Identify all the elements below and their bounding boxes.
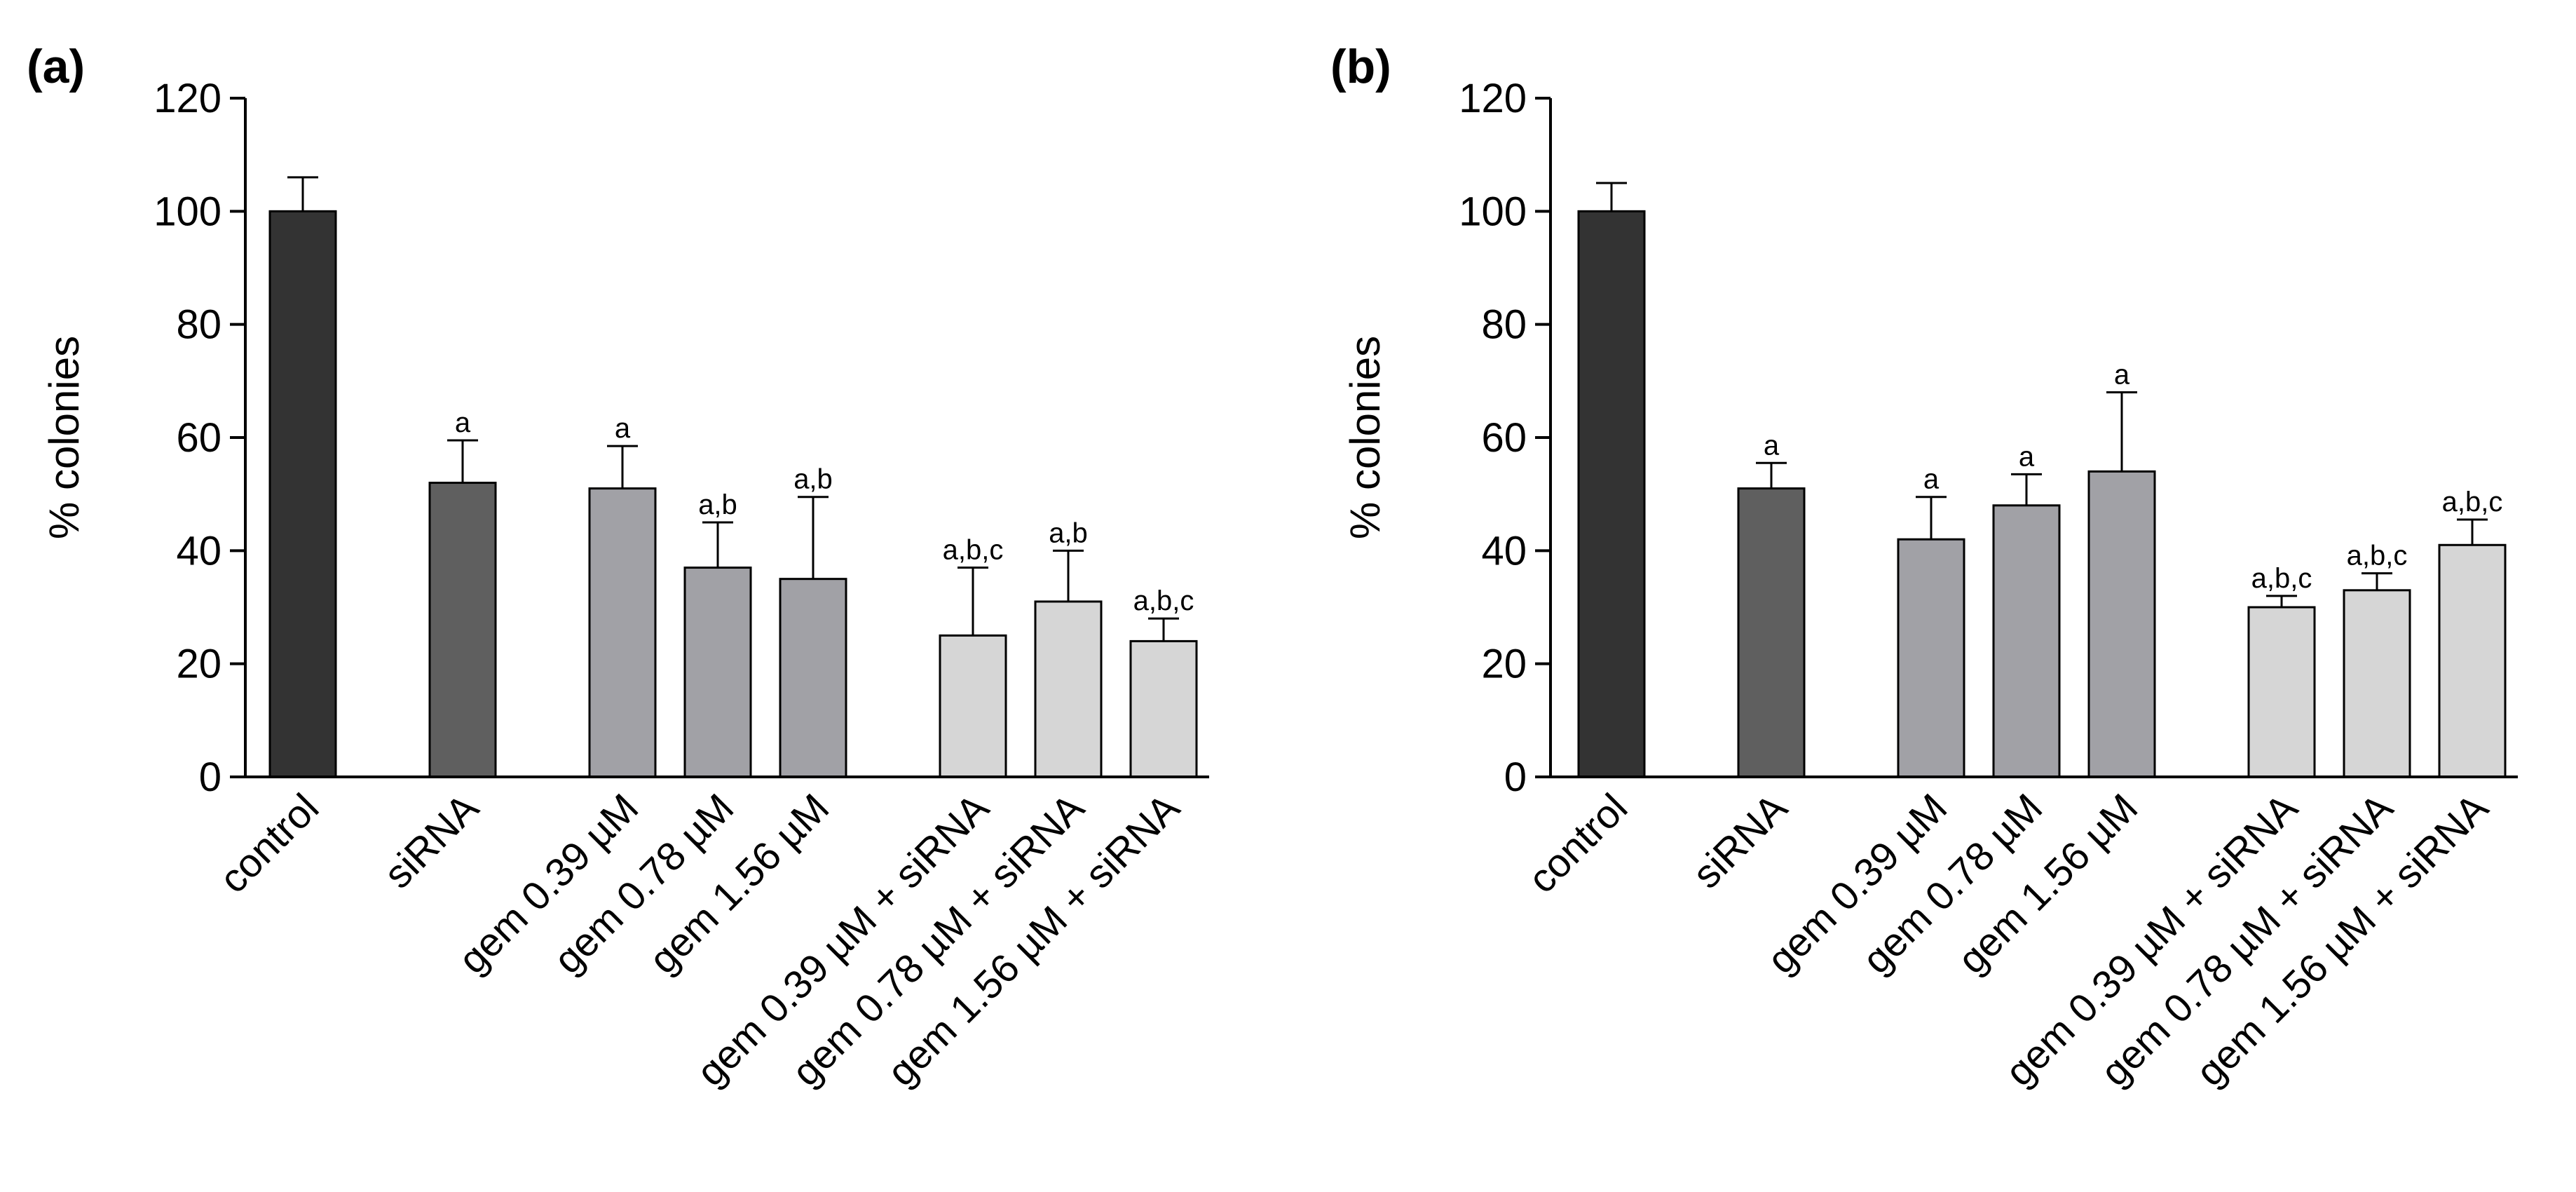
y-tick-label: 20 <box>176 642 222 687</box>
significance-label: a,b,c <box>2347 541 2408 571</box>
significance-label: a,b <box>1049 517 1088 548</box>
bar <box>1577 210 1646 778</box>
significance-label: a,b <box>698 489 737 520</box>
panel-a: (a) % colonies 0 20 40 60 80 100 120 control a siRN… <box>27 40 1209 1095</box>
y-tick-label: 100 <box>154 189 222 234</box>
significance-label: a <box>1764 430 1780 461</box>
category-label: control <box>1520 785 1636 902</box>
y-tick-label: 120 <box>1459 76 1527 121</box>
y-tick-label: 80 <box>176 302 222 348</box>
bar <box>1897 538 1965 778</box>
category-label: control <box>211 785 327 902</box>
significance-label: a <box>2114 359 2130 390</box>
bar <box>2438 543 2507 778</box>
significance-label: a,b,c <box>943 535 1004 566</box>
bar <box>428 482 497 778</box>
panel-label: (b) <box>1330 40 1391 93</box>
y-tick-label: 0 <box>199 754 222 800</box>
y-tick-label: 40 <box>1481 528 1527 574</box>
y-tick-label: 20 <box>1481 642 1527 687</box>
y-tick-label: 0 <box>1504 754 1527 800</box>
bar <box>1992 504 2061 778</box>
y-axis-label: % colonies <box>1342 336 1389 539</box>
panel-label: (a) <box>27 40 85 93</box>
y-axis-label: % colonies <box>41 336 88 539</box>
y-tick-label: 60 <box>176 415 222 461</box>
panel-b: (b) % colonies 0 20 40 60 80 100 120 control a siRN… <box>1330 40 2518 1095</box>
significance-label: a,b,c <box>1133 585 1194 616</box>
bar <box>588 487 657 778</box>
y-tick-label: 120 <box>154 76 222 121</box>
y-tick-label: 40 <box>176 528 222 574</box>
y-tick-label: 80 <box>1481 302 1527 348</box>
bar <box>939 634 1007 778</box>
bar <box>268 210 337 778</box>
significance-label: a,b <box>793 464 833 495</box>
bar <box>1129 639 1198 778</box>
bar <box>779 578 847 778</box>
category-label: siRNA <box>1684 785 1796 897</box>
y-tick-label: 60 <box>1481 415 1527 461</box>
bar <box>683 567 752 778</box>
significance-label: a <box>2019 441 2035 472</box>
bar <box>1737 487 1806 778</box>
significance-label: a,b,c <box>2251 563 2312 594</box>
bar <box>2247 606 2316 778</box>
bar <box>2087 470 2156 778</box>
y-tick-label: 100 <box>1459 189 1527 234</box>
significance-label: a,b,c <box>2442 487 2503 517</box>
bar <box>2343 589 2411 778</box>
category-label: siRNA <box>376 785 487 897</box>
bar <box>1034 600 1103 778</box>
significance-label: a <box>615 413 631 444</box>
significance-label: a <box>455 407 471 438</box>
significance-label: a <box>1923 464 1940 495</box>
